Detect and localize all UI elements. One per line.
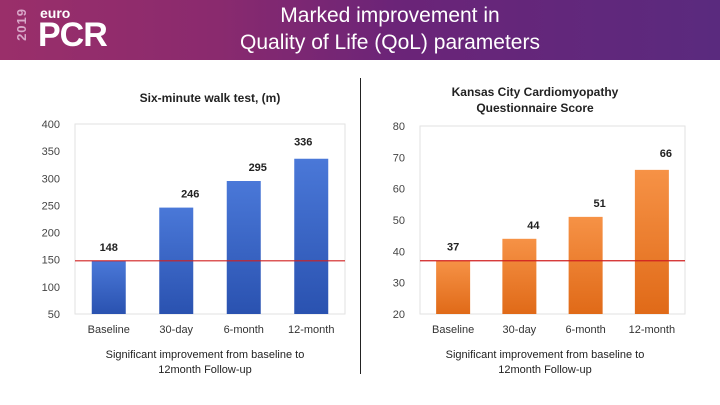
header-banner: 2019 euro PCR Marked improvement in Qual…	[0, 0, 720, 60]
chart2-footnote-line1: Significant improvement from baseline to	[445, 349, 645, 361]
chart2-bar	[436, 260, 471, 314]
chart2-title: Kansas City Cardiomyopathy Questionnaire…	[420, 84, 650, 116]
chart1-ytick-label: 250	[42, 200, 60, 212]
chart-divider	[360, 78, 361, 374]
chart1-ytick-label: 100	[42, 282, 60, 294]
chart1-plot-area	[74, 123, 346, 315]
chart1-ytick-label: 50	[48, 309, 60, 321]
chart1-ytick-label: 400	[42, 119, 60, 131]
chart2-bar	[568, 216, 603, 314]
chart2-ytick-label: 20	[393, 309, 405, 321]
chart2-ytick-label: 80	[393, 121, 405, 133]
chart2-ytick-label: 30	[393, 278, 405, 290]
chart2-footnote: Significant improvement from baseline to…	[425, 348, 665, 378]
chart1-category-label: 30-day	[159, 324, 193, 336]
chart1-bar	[91, 260, 126, 314]
chart2-ytick-label: 50	[393, 215, 405, 227]
chart1-bar	[226, 181, 261, 314]
chart1-category-label: 6-month	[224, 324, 264, 336]
chart2-ytick-label: 40	[393, 246, 405, 258]
chart1-data-label: 336	[294, 137, 312, 149]
chart1-data-label: 148	[100, 242, 118, 254]
chart1-data-label: 246	[181, 189, 199, 201]
page-title-line1: Marked improvement in	[280, 4, 500, 27]
chart2-ytick-label: 70	[393, 152, 405, 164]
chart1-category-label: 12-month	[288, 324, 334, 336]
chart2-data-label: 51	[594, 198, 606, 210]
page-title: Marked improvement in Quality of Life (Q…	[180, 2, 600, 56]
chart2-category-label: 12-month	[629, 324, 675, 336]
chart2-data-label: 37	[447, 242, 459, 254]
page-title-line2: Quality of Life (QoL) parameters	[240, 31, 540, 54]
chart1-footnote-line1: Significant improvement from baseline to	[105, 349, 305, 361]
chart2-bar	[634, 169, 669, 314]
chart1-ytick-label: 200	[42, 228, 60, 240]
chart2-category-label: 30-day	[503, 324, 537, 336]
chart1-category-label: Baseline	[88, 324, 130, 336]
chart2-category-label: Baseline	[432, 324, 474, 336]
chart1-ytick-label: 150	[42, 255, 60, 267]
chart2-title-line2: Questionnaire Score	[476, 101, 594, 115]
chart1-ytick-label: 300	[42, 173, 60, 185]
chart1-footnote-line2: 12month Follow-up	[158, 364, 252, 376]
chart1-title: Six-minute walk test, (m)	[139, 91, 281, 105]
chart1-data-label: 295	[249, 162, 267, 174]
logo-pcr: PCR	[38, 16, 108, 54]
logo-euro: euro	[40, 5, 71, 21]
chart1-footnote: Significant improvement from baseline to…	[85, 348, 325, 378]
chart2-bar	[502, 238, 537, 314]
chart2-data-label: 44	[527, 220, 540, 232]
chart1-ytick-label: 350	[42, 146, 60, 158]
chart2-data-label: 66	[660, 148, 672, 160]
chart1-bar	[294, 158, 329, 314]
chart2-plot-area	[419, 125, 686, 315]
chart2-title-line1: Kansas City Cardiomyopathy	[451, 85, 619, 99]
chart2-footnote-line2: 12month Follow-up	[498, 364, 592, 376]
chart2-ytick-label: 60	[393, 184, 405, 196]
chart2-category-label: 6-month	[565, 324, 605, 336]
